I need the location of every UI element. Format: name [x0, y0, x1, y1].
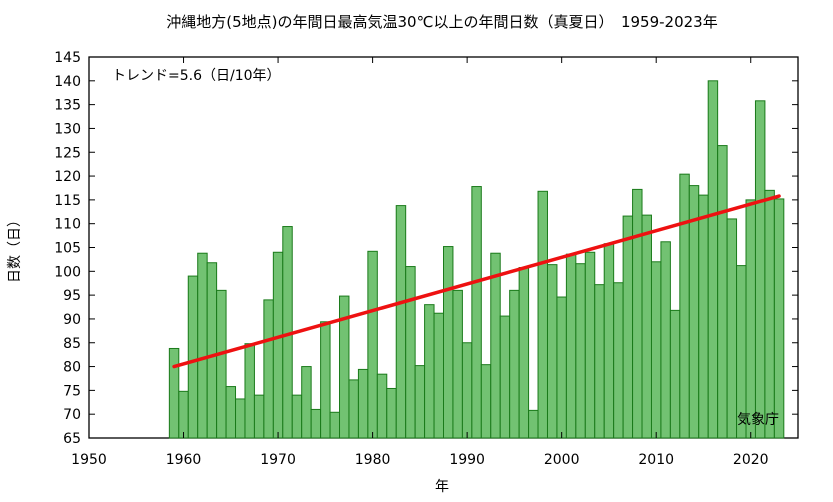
- bar: [310, 408, 322, 439]
- bar: [348, 379, 359, 439]
- trend-label: トレンド=5.6（日/10年）: [112, 68, 281, 84]
- bar: [225, 386, 237, 439]
- source-label: 気象庁: [737, 412, 779, 428]
- bar: [168, 347, 180, 439]
- trend-line: [172, 194, 781, 369]
- bar: [263, 299, 274, 439]
- bar: [773, 198, 785, 439]
- bar: [253, 394, 265, 439]
- bar: [178, 390, 189, 439]
- bar: [726, 218, 738, 439]
- y-tick-label: 70: [63, 407, 81, 423]
- bar: [565, 253, 577, 439]
- bar: [235, 398, 246, 439]
- bar: [291, 394, 303, 439]
- bar: [395, 205, 407, 439]
- bar: [518, 267, 530, 439]
- bar: [452, 289, 463, 439]
- y-tick-label: 115: [54, 193, 81, 209]
- x-axis-label: 年: [435, 479, 449, 495]
- bar: [386, 387, 397, 439]
- y-tick-label: 80: [63, 360, 81, 376]
- bar: [528, 409, 539, 439]
- bar: [480, 364, 492, 439]
- bar: [206, 262, 218, 439]
- bar: [660, 241, 671, 439]
- y-tick-label: 65: [63, 431, 81, 447]
- bar: [471, 186, 482, 439]
- y-tick-label: 140: [54, 74, 81, 90]
- y-tick-label: 130: [54, 121, 81, 137]
- x-tick-label: 1980: [355, 452, 391, 468]
- bar: [244, 343, 255, 439]
- x-tick-label: 1950: [71, 452, 107, 468]
- y-tick-label: 105: [54, 241, 81, 257]
- bar: [461, 342, 473, 439]
- bar: [339, 295, 350, 439]
- axes: 65 70 75 80 85 90 95 100 105 110 115 120 125 130 135 14…: [54, 50, 798, 468]
- y-tick-label: 75: [63, 383, 81, 399]
- bar: [197, 252, 208, 439]
- y-tick-label: 125: [54, 145, 81, 161]
- bar: [613, 282, 624, 439]
- bar: [575, 263, 586, 439]
- bar: [688, 185, 700, 439]
- y-tick-label: 135: [54, 98, 81, 114]
- bar: [603, 243, 615, 439]
- bar: [329, 411, 341, 439]
- bar: [669, 309, 681, 439]
- bar: [698, 194, 709, 439]
- chart-title: 沖縄地方(5地点)の年間日最高気温30℃以上の年間日数（真夏日） 1959-20…: [166, 13, 717, 31]
- y-tick-label: 110: [54, 217, 81, 233]
- bar: [537, 190, 548, 439]
- bar: [584, 251, 596, 439]
- bar: [357, 368, 369, 439]
- bar: [622, 215, 634, 439]
- bar: [414, 365, 426, 439]
- y-tick-label: 100: [54, 264, 81, 280]
- bar: [301, 366, 312, 439]
- x-tick-label: 1990: [449, 452, 485, 468]
- bar: [650, 261, 662, 439]
- bar: [556, 296, 567, 439]
- x-tick-label: 2020: [733, 452, 769, 468]
- bar: [490, 252, 501, 439]
- bar: [764, 189, 775, 439]
- y-tick-label: 85: [63, 336, 81, 352]
- x-tick-label: 2010: [638, 452, 674, 468]
- x-tick-label: 1960: [166, 452, 202, 468]
- bar: [405, 266, 416, 439]
- y-tick-label: 95: [63, 288, 81, 304]
- bar: [376, 373, 388, 439]
- x-tick-label: 1970: [260, 452, 296, 468]
- bar: [433, 312, 444, 439]
- bars: [168, 80, 785, 439]
- y-tick-label: 145: [54, 50, 81, 66]
- bar: [443, 246, 454, 439]
- bar: [745, 199, 756, 439]
- trend-layer: [172, 194, 781, 369]
- y-axis-label: 日数（日）: [7, 213, 23, 283]
- bar: [594, 284, 605, 439]
- bar: [707, 80, 719, 439]
- bar: [367, 250, 378, 439]
- bar: [320, 321, 331, 439]
- bar: [632, 188, 643, 439]
- bar: [754, 100, 766, 439]
- bar: [187, 275, 199, 439]
- bar: [717, 145, 728, 439]
- bar: [424, 304, 435, 439]
- bar: [272, 251, 284, 439]
- bar: [641, 214, 652, 439]
- bar: [546, 264, 558, 439]
- bar: [679, 173, 690, 439]
- bar: [499, 315, 511, 439]
- y-tick-label: 90: [63, 312, 81, 328]
- bar: [509, 289, 520, 439]
- x-tick-label: 2000: [544, 452, 580, 468]
- bar: [216, 289, 227, 439]
- y-tick-label: 120: [54, 169, 81, 185]
